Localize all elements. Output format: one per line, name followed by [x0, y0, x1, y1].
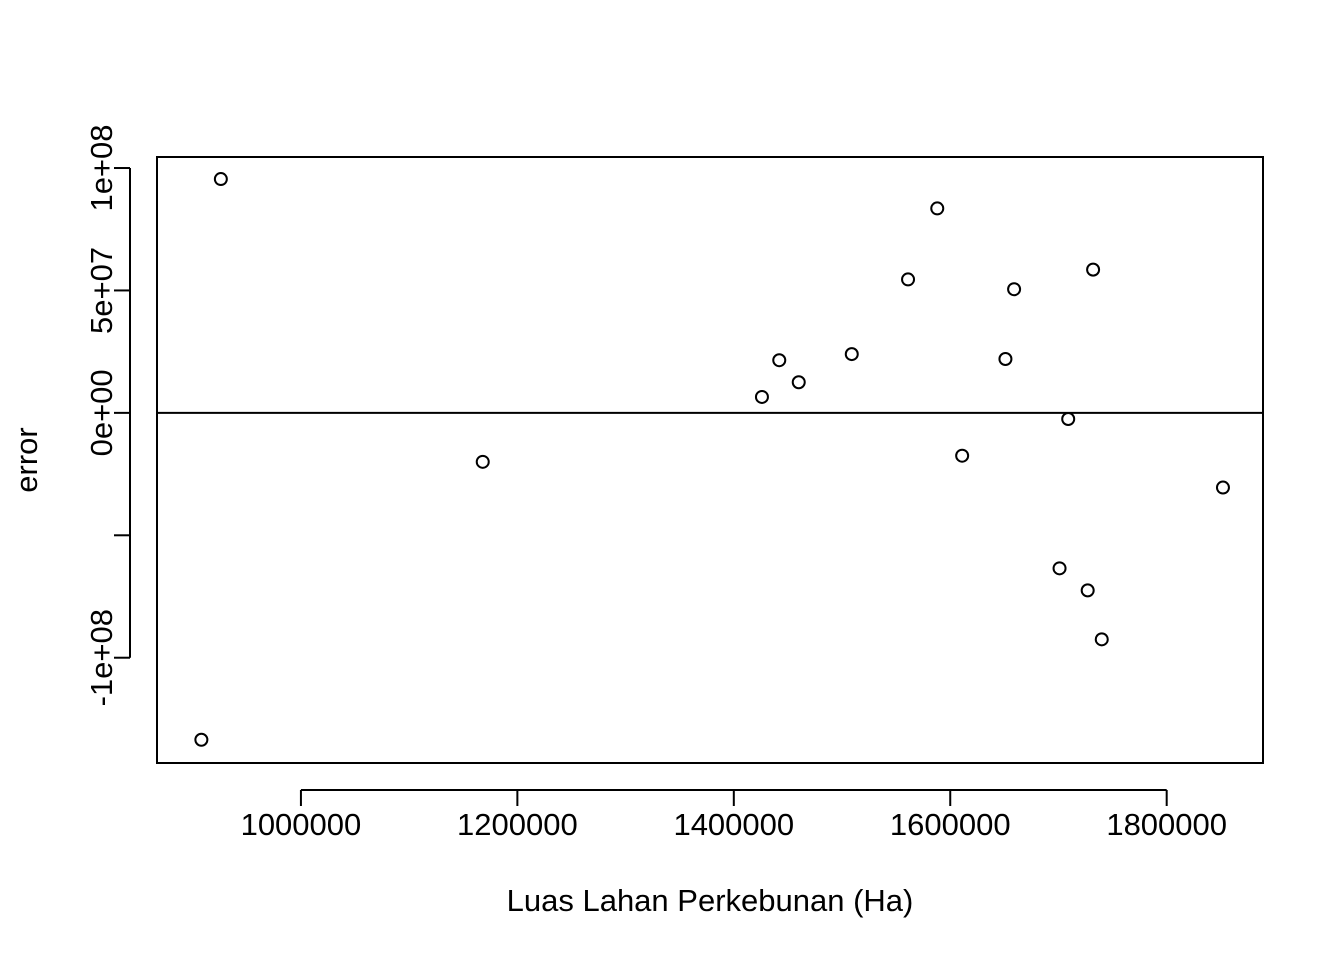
data-point: [844, 347, 859, 362]
data-points: [194, 172, 1230, 747]
data-point: [1061, 411, 1076, 426]
data-point: [1007, 282, 1022, 297]
data-point: [791, 375, 806, 390]
x-axis: 1000000 1200000 1400000 1600000 1800000: [241, 789, 1227, 842]
x-tick-label: 1800000: [1106, 807, 1227, 842]
data-point: [901, 272, 916, 287]
data-point: [213, 172, 228, 187]
data-point: [998, 352, 1013, 366]
x-tick-label: 1000000: [241, 807, 362, 842]
x-tick-label: 1200000: [457, 807, 578, 842]
x-tick-label: 1600000: [890, 807, 1011, 842]
data-point: [1080, 583, 1095, 598]
data-point: [194, 732, 209, 747]
data-point: [1052, 561, 1067, 576]
y-tick-label: 1e+08: [84, 124, 119, 211]
data-point: [754, 389, 769, 404]
data-point: [475, 454, 490, 469]
data-point: [1094, 632, 1109, 647]
x-tick-label: 1400000: [673, 807, 794, 842]
y-axis: 1e+08 5e+07 0e+00 -1e+08: [84, 124, 131, 706]
y-tick-label: -1e+08: [84, 609, 119, 706]
data-point: [1215, 480, 1230, 495]
y-tick-label: 0e+00: [84, 369, 119, 456]
data-point: [1086, 262, 1101, 277]
plot-frame: [156, 156, 1264, 764]
x-axis-label: Luas Lahan Perkebunan (Ha): [507, 883, 914, 918]
y-tick-label: 5e+07: [84, 247, 119, 334]
y-axis-label: error: [9, 427, 44, 492]
data-point: [930, 201, 945, 216]
data-point: [955, 448, 970, 463]
data-point: [772, 353, 787, 368]
